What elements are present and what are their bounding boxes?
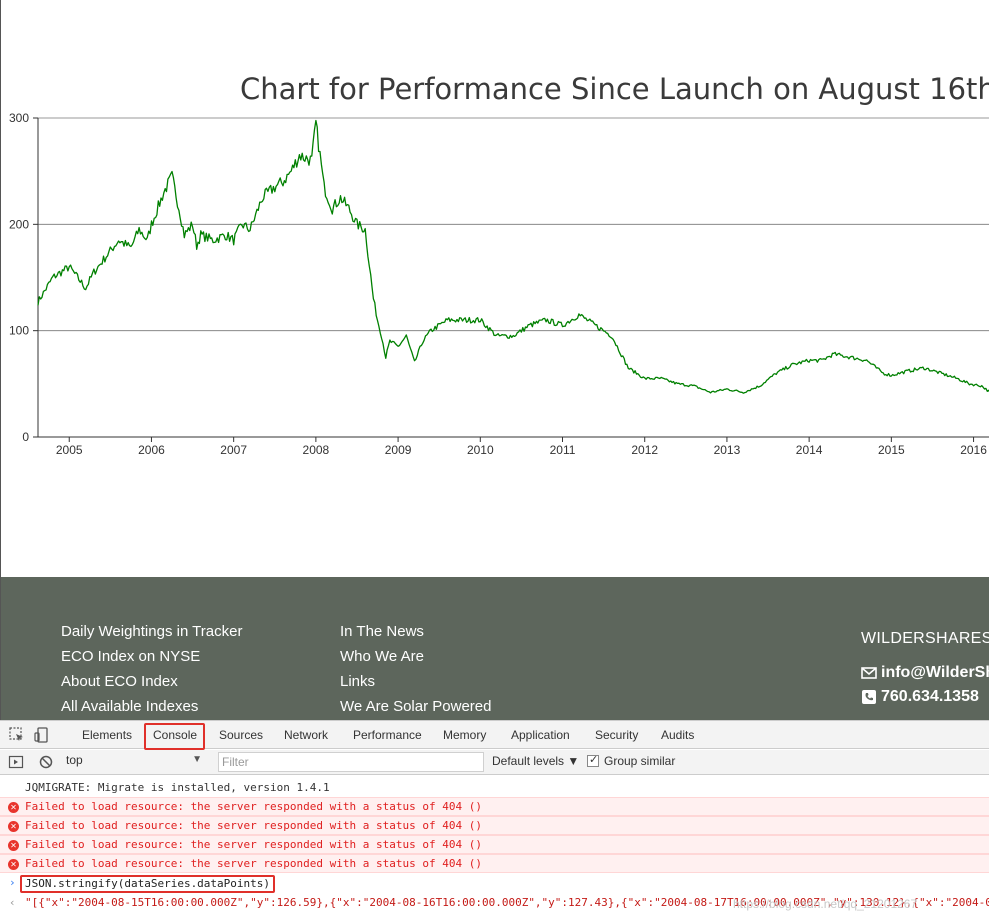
x-tick-label: 2009	[385, 443, 412, 457]
site-footer: Daily Weightings in Tracker ECO Index on…	[1, 577, 989, 720]
error-icon: ✕	[8, 840, 19, 851]
footer-links-right: In The News Who We Are Links We Are Sola…	[340, 619, 491, 719]
footer-link-links[interactable]: Links	[340, 673, 376, 690]
console-message-text: JQMIGRATE: Migrate is installed, version…	[25, 781, 330, 794]
console-result-line: ‹ "[{"x":"2004-08-15T16:00:00.000Z","y":…	[0, 894, 989, 913]
group-similar-checkbox[interactable]	[587, 753, 599, 767]
console-toolbar: top ▼ Default levels ▼ Group similar	[0, 750, 989, 775]
chart-title: Chart for Performance Since Launch on Au…	[240, 72, 989, 106]
x-tick-label: 2008	[303, 443, 330, 457]
devtools-tab-bar: Elements Console Sources Network Perform…	[0, 721, 989, 750]
devtools-panel: Elements Console Sources Network Perform…	[0, 720, 989, 913]
x-tick-label: 2007	[220, 443, 247, 457]
footer-link-about-eco-index[interactable]: About ECO Index	[61, 673, 178, 690]
error-icon: ✕	[8, 821, 19, 832]
console-error-text: Failed to load resource: the server resp…	[25, 800, 482, 813]
footer-link-eco-index-nyse[interactable]: ECO Index on NYSE	[61, 648, 201, 665]
context-selector-value: top	[66, 753, 83, 767]
x-tick-label: 2006	[138, 443, 165, 457]
console-error-text: Failed to load resource: the server resp…	[25, 838, 482, 851]
performance-chart: 0 100 200 300 2005 2006 2007 2008 2009 2010 2011 20…	[9, 111, 989, 457]
footer-link-all-indexes[interactable]: All Available Indexes	[61, 698, 199, 715]
envelope-icon	[861, 667, 877, 679]
footer-link-daily-weightings[interactable]: Daily Weightings in Tracker	[61, 623, 243, 640]
x-tick-label: 2012	[631, 443, 658, 457]
x-tick-label: 2015	[878, 443, 905, 457]
x-tick-label: 2016	[960, 443, 987, 457]
y-tick-label: 200	[9, 217, 29, 231]
tab-elements[interactable]: Elements	[82, 728, 133, 742]
tab-memory[interactable]: Memory	[443, 728, 487, 742]
phone-icon	[862, 690, 876, 704]
group-similar-toggle[interactable]: Group similar	[587, 753, 676, 768]
device-toolbar-icon[interactable]	[33, 726, 51, 744]
footer-phone[interactable]: 760.634.1358	[861, 688, 979, 706]
error-icon: ✕	[8, 859, 19, 870]
x-tick-label: 2005	[56, 443, 83, 457]
footer-email-text[interactable]: info@WilderShares.com	[881, 664, 989, 681]
y-tick-label: 300	[9, 111, 29, 125]
tab-console[interactable]: Console	[153, 728, 198, 742]
x-tick-label: 2014	[796, 443, 823, 457]
tab-performance[interactable]: Performance	[353, 728, 422, 742]
x-tick-label: 2011	[550, 443, 576, 457]
console-message-info: JQMIGRATE: Migrate is installed, version…	[0, 779, 989, 798]
console-error-text: Failed to load resource: the server resp…	[25, 819, 482, 832]
prompt-chevron-icon: ›	[9, 876, 16, 889]
tab-sources[interactable]: Sources	[219, 728, 264, 742]
inspect-element-icon[interactable]	[8, 726, 26, 744]
tab-network[interactable]: Network	[284, 728, 329, 742]
footer-link-who-we-are[interactable]: Who We Are	[340, 648, 424, 665]
error-icon: ✕	[8, 802, 19, 813]
clear-console-icon[interactable]	[38, 754, 54, 770]
x-tick-label: 2013	[714, 443, 741, 457]
footer-brand: WILDERSHARES	[861, 630, 989, 647]
console-tab-highlight	[144, 723, 205, 750]
tab-application[interactable]: Application	[511, 728, 570, 742]
footer-email[interactable]: info@WilderShares.com	[861, 664, 989, 682]
console-result-text: "[{"x":"2004-08-15T16:00:00.000Z","y":12…	[25, 896, 989, 909]
price-series-line	[37, 119, 989, 394]
console-message-error: ✕ Failed to load resource: the server re…	[0, 854, 989, 873]
web-page: Chart for Performance Since Launch on Au…	[0, 0, 989, 720]
group-similar-label: Group similar	[604, 754, 676, 768]
footer-links-left: Daily Weightings in Tracker ECO Index on…	[61, 619, 242, 719]
context-selector[interactable]: top ▼	[66, 753, 206, 771]
console-message-error: ✕ Failed to load resource: the server re…	[0, 835, 989, 854]
x-tick-label: 2010	[467, 443, 494, 457]
dropdown-arrow-icon: ▼	[192, 754, 202, 765]
console-filter-input[interactable]	[218, 752, 484, 772]
y-tick-label: 100	[9, 324, 29, 338]
footer-link-solar-powered[interactable]: We Are Solar Powered	[340, 698, 492, 715]
footer-link-in-the-news[interactable]: In The News	[340, 623, 424, 640]
log-levels-dropdown[interactable]: Default levels ▼	[492, 754, 580, 768]
y-tick-label: 0	[22, 430, 29, 444]
console-message-error: ✕ Failed to load resource: the server re…	[0, 816, 989, 835]
footer-phone-text[interactable]: 760.634.1358	[881, 688, 979, 705]
tab-security[interactable]: Security	[595, 728, 639, 742]
console-error-text: Failed to load resource: the server resp…	[25, 857, 482, 870]
console-output: JQMIGRATE: Migrate is installed, version…	[0, 776, 989, 913]
show-sidebar-icon[interactable]	[8, 754, 24, 770]
tab-audits[interactable]: Audits	[661, 728, 695, 742]
console-message-error: ✕ Failed to load resource: the server re…	[0, 797, 989, 816]
console-command[interactable]: JSON.stringify(dataSeries.dataPoints)	[20, 875, 276, 893]
result-chevron-icon: ‹	[9, 896, 16, 909]
console-input-line[interactable]: › JSON.stringify(dataSeries.dataPoints)	[0, 874, 989, 893]
watermark: https://blog.csdn.net/qq_21201267	[733, 897, 918, 911]
